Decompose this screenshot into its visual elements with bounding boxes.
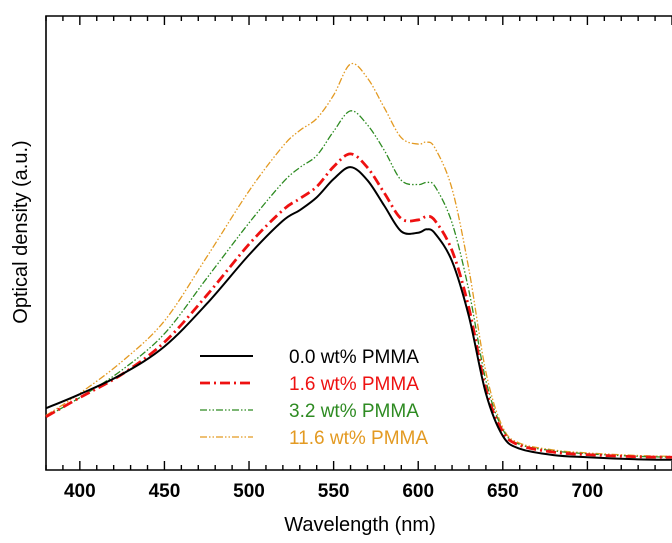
x-tick-label: 700: [572, 481, 604, 502]
legend-label: 3.2 wt% PMMA: [289, 401, 419, 422]
y-axis-title: Optical density (a.u.): [10, 140, 32, 323]
series-line-1-6-wt-pmma: [45, 152, 672, 459]
legend-label: 0.0 wt% PMMA: [289, 347, 419, 368]
x-axis-title: Wavelength (nm): [284, 514, 436, 536]
series-layer: [45, 62, 672, 461]
plot-frame: [45, 15, 672, 471]
x-tick-label: 650: [487, 481, 519, 502]
x-tick-label: 450: [149, 481, 181, 502]
x-tick-label: 550: [318, 481, 350, 502]
series-line-0-0-wt-pmma: [45, 166, 672, 461]
x-tick-label: 400: [64, 481, 96, 502]
x-tick-label: 600: [402, 481, 434, 502]
x-tick-label: 500: [233, 481, 265, 502]
axes-layer: 400 450 500 550 600 650 700: [45, 15, 672, 502]
series-line-11-6-wt-pmma: [45, 62, 672, 458]
legend-label: 11.6 wt% PMMA: [289, 428, 428, 449]
legend: 0.0 wt% PMMA 1.6 wt% PMMA 3.2 wt% PMMA 11.6…: [200, 347, 428, 449]
legend-label: 1.6 wt% PMMA: [289, 374, 419, 395]
